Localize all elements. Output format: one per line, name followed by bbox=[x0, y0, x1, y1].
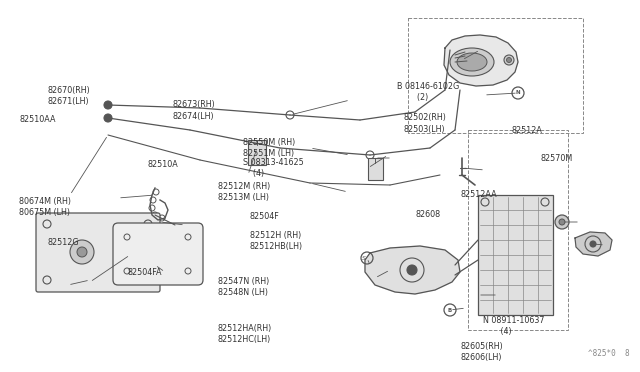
Text: 82504FA: 82504FA bbox=[128, 268, 163, 277]
Text: 82512AA: 82512AA bbox=[461, 190, 497, 199]
Circle shape bbox=[407, 265, 417, 275]
Text: B 08146-6102G
        (2): B 08146-6102G (2) bbox=[397, 82, 459, 102]
Bar bbox=[408, 18, 583, 133]
Text: 82512A: 82512A bbox=[512, 126, 543, 135]
Bar bbox=[368, 158, 383, 180]
FancyBboxPatch shape bbox=[36, 213, 160, 292]
Circle shape bbox=[559, 219, 565, 225]
Circle shape bbox=[104, 101, 112, 109]
Text: 82605(RH)
82606(LH): 82605(RH) 82606(LH) bbox=[461, 342, 504, 362]
Text: S: S bbox=[362, 256, 366, 260]
Polygon shape bbox=[365, 246, 460, 294]
Text: N: N bbox=[516, 90, 520, 96]
Bar bbox=[248, 140, 266, 165]
Ellipse shape bbox=[450, 48, 494, 76]
Circle shape bbox=[504, 55, 514, 65]
Text: 82512H (RH)
82512HB(LH): 82512H (RH) 82512HB(LH) bbox=[250, 231, 303, 251]
Text: 82570M: 82570M bbox=[541, 154, 573, 163]
Bar bbox=[478, 195, 553, 315]
Text: 82510A: 82510A bbox=[147, 160, 178, 169]
Circle shape bbox=[555, 215, 569, 229]
Ellipse shape bbox=[457, 53, 487, 71]
Text: 82550M (RH)
82551M (LH): 82550M (RH) 82551M (LH) bbox=[243, 138, 296, 158]
Text: 82502(RH)
82503(LH): 82502(RH) 82503(LH) bbox=[403, 113, 446, 134]
Polygon shape bbox=[444, 35, 518, 86]
Text: N 08911-10637
       (4): N 08911-10637 (4) bbox=[483, 316, 545, 336]
Text: S 08313-41625
    (4): S 08313-41625 (4) bbox=[243, 158, 304, 178]
Text: 82608: 82608 bbox=[416, 210, 441, 219]
Text: 82512G: 82512G bbox=[48, 238, 79, 247]
Circle shape bbox=[590, 241, 596, 247]
Circle shape bbox=[70, 240, 94, 264]
Text: ^825*0  8: ^825*0 8 bbox=[588, 349, 630, 358]
Circle shape bbox=[77, 247, 87, 257]
Polygon shape bbox=[575, 232, 612, 256]
Text: 82512HA(RH)
82512HC(LH): 82512HA(RH) 82512HC(LH) bbox=[218, 324, 272, 344]
Text: 82504F: 82504F bbox=[250, 212, 279, 221]
Circle shape bbox=[104, 114, 112, 122]
Bar bbox=[468, 130, 568, 330]
FancyBboxPatch shape bbox=[113, 223, 203, 285]
Text: 82670(RH)
82671(LH): 82670(RH) 82671(LH) bbox=[48, 86, 91, 106]
Text: 82510AA: 82510AA bbox=[19, 115, 56, 124]
Text: B: B bbox=[447, 308, 452, 312]
Text: 82547N (RH)
82548N (LH): 82547N (RH) 82548N (LH) bbox=[218, 277, 269, 297]
Text: 82673(RH)
82674(LH): 82673(RH) 82674(LH) bbox=[173, 100, 216, 121]
Text: 80674M (RH)
80675M (LH): 80674M (RH) 80675M (LH) bbox=[19, 197, 71, 217]
Circle shape bbox=[506, 58, 511, 62]
Text: 82512M (RH)
82513M (LH): 82512M (RH) 82513M (LH) bbox=[218, 182, 270, 202]
